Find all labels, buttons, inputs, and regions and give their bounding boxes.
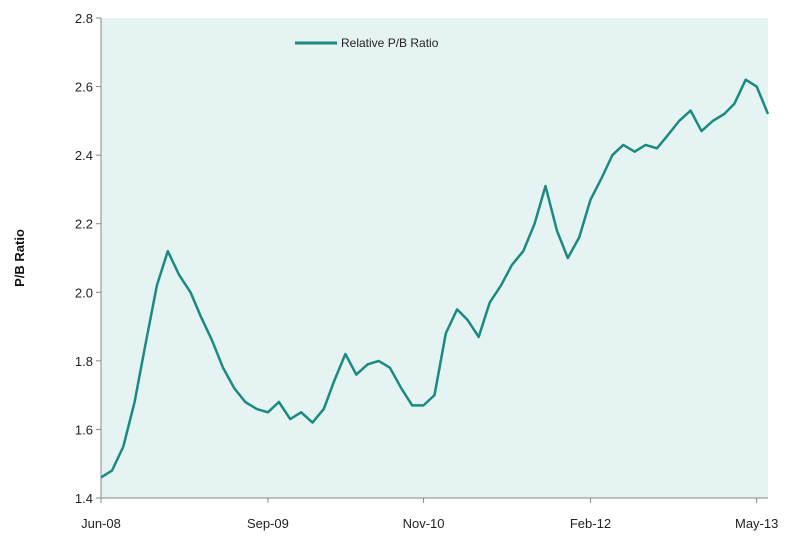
y-tick-label: 2.6 — [75, 80, 93, 95]
x-tick-label: Nov-10 — [403, 516, 445, 531]
x-tick-label: May-13 — [735, 516, 778, 531]
legend: Relative P/B Ratio — [295, 36, 439, 50]
x-tick-label: Jun-08 — [81, 516, 121, 531]
y-tick-label: 2.8 — [75, 11, 93, 26]
series-line — [100, 78, 770, 479]
y-tick-label: 1.4 — [75, 491, 93, 506]
x-tick-label: Sep-09 — [247, 516, 289, 531]
y-tick-label: 1.8 — [75, 354, 93, 369]
y-tick-label: 1.6 — [75, 422, 93, 437]
plot-area — [101, 18, 768, 498]
series-layer — [100, 78, 770, 479]
legend-label: Relative P/B Ratio — [341, 36, 439, 50]
y-axis-title: P/B Ratio — [12, 229, 27, 287]
y-tick-label: 2.0 — [75, 285, 93, 300]
x-tick-label: Feb-12 — [570, 516, 611, 531]
y-tick-label: 2.2 — [75, 217, 93, 232]
x-axis-ticks: Jun-08 Sep-09 Nov-10 Feb-12 May-13 — [81, 498, 778, 531]
y-axis-ticks: 1.4 1.6 1.8 2.0 2.2 2.4 2.6 2.8 — [75, 11, 101, 506]
y-tick-label: 2.4 — [75, 148, 93, 163]
